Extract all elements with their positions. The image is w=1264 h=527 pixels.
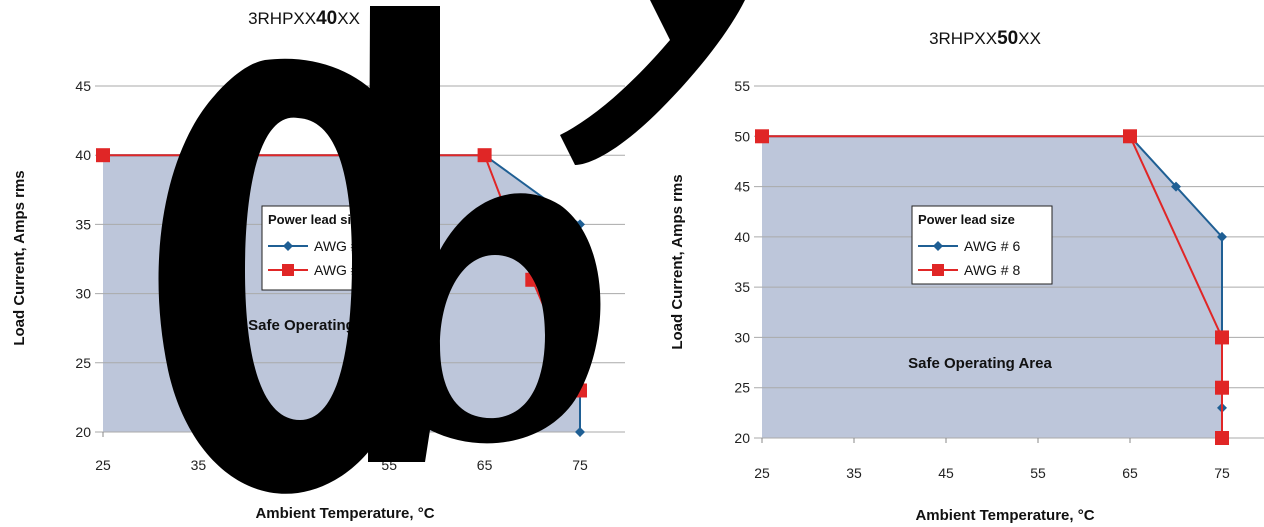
x-tick-label: 45 (938, 465, 954, 481)
data-point-diamond (1217, 231, 1227, 242)
data-point-diamond (575, 427, 585, 437)
legend-entry-label: AWG # 6 (964, 238, 1020, 254)
safe-area-label: Safe Operating Area (908, 355, 1052, 372)
x-tick-label: 75 (1214, 465, 1230, 481)
y-tick-label: 25 (734, 380, 750, 396)
legend-marker-square (932, 264, 944, 276)
y-tick-label: 25 (75, 355, 91, 371)
x-axis-label: Ambient Temperature, °C (255, 505, 434, 522)
chart-title-prefix: 3RHPXX (248, 9, 316, 28)
legend-title: Power lead size (918, 212, 1015, 227)
y-tick-label: 45 (75, 78, 91, 94)
y-tick-label: 35 (75, 216, 91, 232)
watermark-shape-s (560, 0, 745, 165)
data-point-square (1215, 431, 1229, 445)
y-tick-label: 45 (734, 179, 750, 195)
chart-title-prefix: 3RHPXX (929, 29, 997, 48)
y-tick-label: 20 (734, 430, 750, 446)
x-tick-label: 35 (191, 457, 207, 473)
x-axis-label: Ambient Temperature, °C (915, 507, 1094, 524)
y-tick-label: 30 (734, 329, 750, 345)
x-tick-label: 65 (477, 457, 493, 473)
legend-marker-square (282, 264, 294, 276)
y-tick-label: 35 (734, 279, 750, 295)
y-tick-label: 20 (75, 424, 91, 440)
y-axis-label: Load Current, Amps rms (11, 170, 28, 345)
legend-title: Power lead size (268, 212, 365, 227)
data-point-square (1215, 380, 1229, 395)
watermark-overlay (158, 0, 745, 494)
legend-entry-label: AWG # 8 (964, 262, 1020, 278)
chart-title-suffix: XX (1018, 29, 1041, 48)
legend-marker-diamond (933, 241, 943, 251)
y-tick-label: 50 (734, 128, 750, 144)
x-tick-label: 25 (95, 457, 111, 473)
y-tick-label: 30 (75, 286, 91, 302)
data-point-square (1215, 330, 1229, 345)
x-tick-label: 65 (1122, 465, 1138, 481)
y-tick-label: 40 (734, 229, 750, 245)
y-tick-label: 40 (75, 147, 91, 163)
data-point-square (96, 148, 110, 163)
watermark-shape-o (158, 58, 422, 494)
x-tick-label: 55 (1030, 465, 1046, 481)
chart-title-suffix: XX (337, 9, 360, 28)
y-axis-label: Load Current, Amps rms (669, 174, 686, 349)
watermark-shape-b (368, 6, 601, 462)
chart-title: 3RHPXX40XX (248, 8, 360, 29)
x-tick-label: 75 (572, 457, 588, 473)
chart-title: 3RHPXX50XX (929, 28, 1041, 49)
data-point-square (755, 129, 769, 144)
data-point-square (477, 148, 492, 163)
chart-title-bold: 50 (997, 28, 1018, 49)
data-point-diamond (1171, 181, 1181, 192)
x-tick-label: 35 (846, 465, 862, 481)
data-point-square (1123, 129, 1137, 144)
y-tick-label: 55 (734, 78, 750, 94)
legend-marker-diamond (283, 241, 293, 251)
chart-title-bold: 40 (316, 8, 337, 29)
x-tick-label: 25 (754, 465, 770, 481)
